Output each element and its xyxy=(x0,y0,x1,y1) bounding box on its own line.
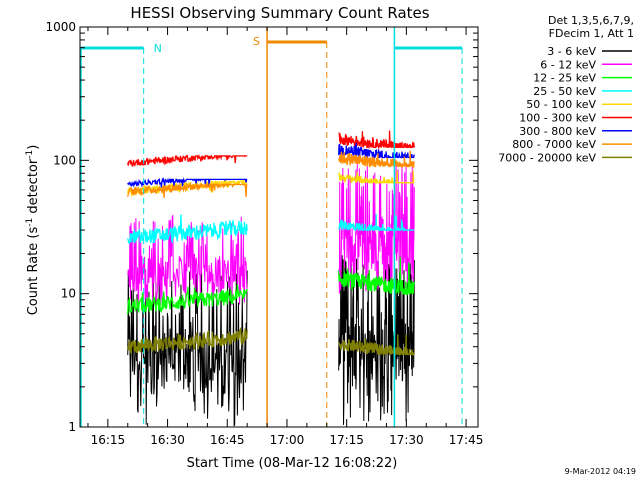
series-line-segment xyxy=(338,334,415,357)
y-tick-label: 10 xyxy=(61,287,76,301)
x-tick-label: 17:15 xyxy=(329,433,364,447)
chart-title: HESSI Observing Summary Count Rates xyxy=(130,4,429,22)
series-line-segment xyxy=(127,154,248,168)
y-axis-label: Count Rate (s-1 detector-1) xyxy=(25,145,41,316)
y-tick-label: 1000 xyxy=(45,20,76,34)
series-line-segment xyxy=(338,256,415,297)
timestamp: 9-Mar-2012 04:19 xyxy=(565,467,636,476)
plot-frame xyxy=(79,26,479,428)
series-line-segment xyxy=(338,254,415,425)
series-line-segment xyxy=(338,142,415,159)
legend-header-line-1: Det 1,3,5,6,7,9, xyxy=(548,14,634,27)
legend-entry-label: 50 - 100 keV xyxy=(526,98,596,111)
series-line-segment xyxy=(127,326,248,356)
legend-entry-label: 100 - 300 keV xyxy=(519,112,596,125)
y-axis-label-end: ) xyxy=(26,145,41,150)
series-line-segment xyxy=(127,214,248,244)
legend-entry-label: 3 - 6 keV xyxy=(547,45,596,58)
legend-entry-label: 25 - 50 keV xyxy=(533,85,596,98)
y-axis-label-sup2: -1 xyxy=(25,150,35,159)
x-tick-label: 16:45 xyxy=(210,433,245,447)
legend-entry-label: 7000 - 20000 keV xyxy=(498,151,596,164)
series-line-segment xyxy=(127,284,248,315)
legend: Det 1,3,5,6,7,9, FDecim 1, Att 1 3 - 6 k… xyxy=(498,14,634,164)
series-line-segment xyxy=(338,214,415,232)
x-tick-label: 17:30 xyxy=(389,433,424,447)
series-3-6keV xyxy=(127,254,415,427)
series-line-segment xyxy=(127,177,248,188)
y-axis-label-main: Count Rate (s xyxy=(26,227,41,316)
series-line-segment xyxy=(338,130,415,150)
series-25-50keV xyxy=(127,214,415,244)
series-line-segment xyxy=(338,170,415,184)
series-7000-20000keV xyxy=(127,326,415,357)
series-800-7000keV xyxy=(127,150,415,198)
series-line-segment xyxy=(127,182,248,198)
legend-header-line-2: FDecim 1, Att 1 xyxy=(549,27,634,40)
flag-label-s: S xyxy=(253,35,260,48)
series-12-25keV xyxy=(127,256,415,315)
series-300-800keV xyxy=(127,142,415,188)
legend-entry-label: 12 - 25 keV xyxy=(533,72,596,85)
legend-entry-label: 800 - 7000 keV xyxy=(512,138,596,151)
x-tick-label: 16:30 xyxy=(150,433,185,447)
x-tick-label: 16:15 xyxy=(91,433,126,447)
y-axis-label-mid: detector xyxy=(26,158,41,218)
series-100-300keV xyxy=(127,130,415,168)
axis-layer: 16:15 16:30 16:45 17:00 17:15 17:30 17:45 1 10 10… xyxy=(45,20,483,447)
legend-entry-label: 6 - 12 keV xyxy=(540,58,596,71)
series-line-segment xyxy=(338,160,415,294)
legend-entry-label: 300 - 800 keV xyxy=(519,125,596,138)
x-tick-label: 17:45 xyxy=(449,433,484,447)
series-layer xyxy=(127,130,415,427)
x-axis-label: Start Time (08-Mar-12 16:08:22) xyxy=(187,456,398,471)
series-line-segment xyxy=(127,270,248,427)
x-tick-label: 17:00 xyxy=(270,433,305,447)
y-tick-label: 100 xyxy=(53,153,76,167)
y-tick-label: 1 xyxy=(68,420,76,434)
y-axis-label-sup1: -1 xyxy=(25,218,35,227)
flag-label-n: N xyxy=(154,42,162,55)
series-line-segment xyxy=(338,150,415,169)
